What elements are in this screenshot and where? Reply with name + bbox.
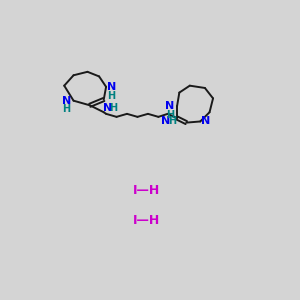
Text: N: N xyxy=(165,101,175,112)
Text: H: H xyxy=(62,104,70,115)
Text: N: N xyxy=(103,103,112,113)
Text: I—H: I—H xyxy=(133,214,160,227)
Text: I—H: I—H xyxy=(133,184,160,197)
Text: N: N xyxy=(62,96,71,106)
Text: H: H xyxy=(166,110,174,120)
Text: N: N xyxy=(201,116,210,127)
Text: N: N xyxy=(106,82,116,92)
Text: N: N xyxy=(161,116,170,126)
Text: H: H xyxy=(168,116,176,126)
Text: H: H xyxy=(107,91,115,100)
Text: H: H xyxy=(109,103,117,113)
